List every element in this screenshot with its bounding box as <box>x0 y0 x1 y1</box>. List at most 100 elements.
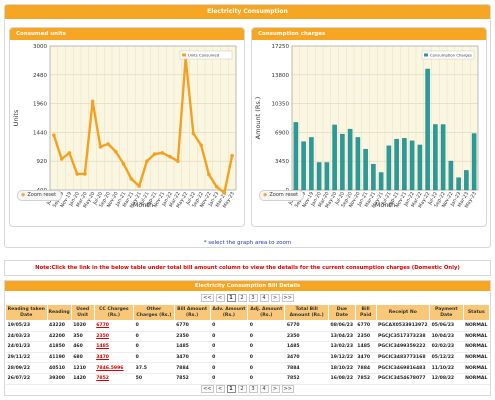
units-data-point[interactable] <box>199 143 203 147</box>
charges-bar[interactable] <box>324 162 330 191</box>
table-cell: 3470 <box>174 352 211 364</box>
page-button[interactable]: >> <box>281 294 294 302</box>
charges-bar[interactable] <box>464 170 469 191</box>
charges-ytick-label: 3450 <box>275 159 289 165</box>
table-cell: 26/07/22 <box>5 373 48 385</box>
column-header: Reading <box>46 304 72 321</box>
charges-bar[interactable] <box>355 137 361 191</box>
charges-bar[interactable] <box>440 124 446 191</box>
charges-bar[interactable] <box>309 137 314 191</box>
charges-bar[interactable] <box>332 124 337 191</box>
table-cell: 16/08/22 <box>328 373 356 385</box>
units-data-point[interactable] <box>137 184 141 188</box>
units-data-point[interactable] <box>129 177 134 181</box>
table-cell: 41190 <box>47 352 72 364</box>
page-button[interactable]: << <box>201 385 214 393</box>
charges-bar[interactable] <box>293 122 299 191</box>
charges-bar[interactable] <box>386 145 392 191</box>
units-data-point[interactable] <box>222 190 227 195</box>
units-data-point[interactable] <box>75 172 79 176</box>
cc-charges-link[interactable]: 2350 <box>94 331 134 343</box>
charges-bar[interactable] <box>394 138 399 191</box>
page-button[interactable]: 4 <box>259 294 269 302</box>
units-data-point[interactable] <box>59 157 64 161</box>
units-ytick-label: 1960 <box>33 102 47 108</box>
charges-bar[interactable] <box>471 133 477 191</box>
units-data-point[interactable] <box>207 172 211 177</box>
table-cell: 0 <box>133 320 175 332</box>
charges-bar[interactable] <box>433 124 438 191</box>
page-button[interactable]: 2 <box>237 294 247 302</box>
charges-bar[interactable] <box>378 172 384 191</box>
page-button[interactable]: 1 <box>226 385 236 393</box>
table-cell: 13/04/23 <box>328 331 356 343</box>
units-data-point[interactable] <box>106 142 110 146</box>
table-cell: NORMAL <box>463 352 490 364</box>
charges-zoom-reset-button[interactable]: ◉ Zoom reset <box>259 190 305 201</box>
units-plot-border <box>49 45 237 191</box>
units-data-point[interactable] <box>114 149 118 154</box>
table-cell: 18/10/22 <box>328 362 356 374</box>
units-line-chart[interactable]: 4009201440196024803000Jul-19Sep-19Nov-19… <box>10 40 245 210</box>
page-button[interactable]: < <box>215 385 225 393</box>
table-cell: 7884 <box>355 362 376 374</box>
table-cell: 0 <box>210 320 248 332</box>
cc-charges-link[interactable]: 3470 <box>94 352 134 364</box>
table-cell: 11/10/22 <box>429 362 464 374</box>
page-button[interactable]: >> <box>281 385 294 393</box>
page-button[interactable]: 2 <box>237 385 247 393</box>
charges-bar[interactable] <box>456 177 461 191</box>
units-data-point[interactable] <box>191 131 196 136</box>
units-data-point[interactable] <box>98 145 103 149</box>
cc-charges-link[interactable]: 7852 <box>94 373 134 385</box>
table-cell: 7852 <box>355 373 376 385</box>
table-cell: 0 <box>133 352 175 364</box>
charges-bar[interactable] <box>363 148 368 191</box>
units-data-point[interactable] <box>145 159 149 163</box>
bill-table-body: 19/05/23 43220 1020 6770 0 6770 0 0 6770 08/06/23… <box>5 320 490 385</box>
charges-bar[interactable] <box>425 68 430 191</box>
page-button[interactable]: 3 <box>248 294 258 302</box>
cc-charges-link[interactable]: 1485 <box>94 341 134 353</box>
charges-bar[interactable] <box>316 162 322 191</box>
page-button[interactable]: > <box>270 294 280 302</box>
table-cell: 50 <box>133 373 175 385</box>
column-header: Bill Paid <box>354 304 377 321</box>
units-zoom-reset-button[interactable]: ◉ Zoom reset <box>17 190 63 201</box>
charges-bar[interactable] <box>301 141 306 191</box>
charges-bar[interactable] <box>347 128 353 191</box>
charges-bar[interactable] <box>371 163 376 191</box>
cc-charges-link[interactable]: 6770 <box>94 320 134 332</box>
units-data-point[interactable] <box>214 184 219 189</box>
charges-bar[interactable] <box>417 144 423 191</box>
page-button[interactable]: 4 <box>259 385 269 393</box>
charges-bar[interactable] <box>409 140 415 191</box>
units-data-point[interactable] <box>67 151 72 155</box>
charges-chart-title: Consumption charges <box>252 28 486 40</box>
charges-legend <box>421 50 475 60</box>
units-data-point[interactable] <box>90 99 95 104</box>
table-row: 29/11/22 41190 680 3470 0 3470 0 0 3470 19/12/22 3… <box>5 352 490 364</box>
page-button[interactable]: << <box>201 294 214 302</box>
units-data-point[interactable] <box>83 172 87 176</box>
page-button[interactable]: > <box>270 385 280 393</box>
page-button[interactable]: 1 <box>226 294 236 302</box>
page-button[interactable]: < <box>215 294 225 302</box>
page-button[interactable]: 3 <box>248 385 258 393</box>
charges-bar[interactable] <box>340 133 345 191</box>
units-data-point[interactable] <box>52 133 56 137</box>
units-data-point[interactable] <box>121 162 126 166</box>
units-data-point[interactable] <box>230 153 234 158</box>
table-cell: 6770 <box>284 320 329 332</box>
units-data-point[interactable] <box>160 151 165 155</box>
cc-charges-link[interactable]: 7846.5996 <box>94 362 134 374</box>
charges-bar-chart[interactable]: 034506900103501380017250Jul-19Sep-19Nov-… <box>252 40 487 210</box>
table-cell: 0 <box>133 331 175 343</box>
charges-bar[interactable] <box>448 160 454 191</box>
units-data-point[interactable] <box>176 159 180 163</box>
units-data-point[interactable] <box>152 152 157 156</box>
charges-bar[interactable] <box>402 138 407 191</box>
bill-details-title: Electricity Consumption Bill Details <box>5 281 490 291</box>
table-cell: 7884 <box>284 362 329 374</box>
units-data-point[interactable] <box>168 154 172 159</box>
